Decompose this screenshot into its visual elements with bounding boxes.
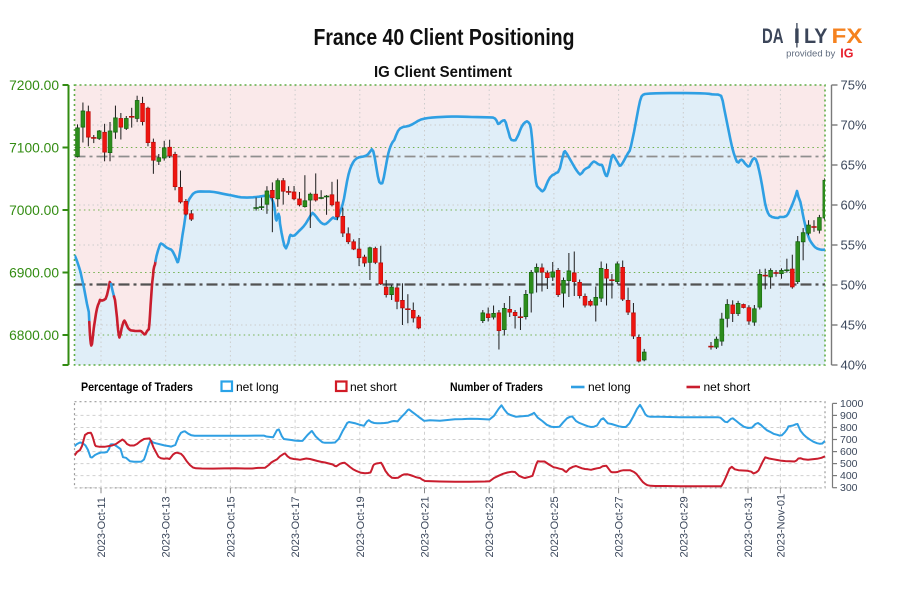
svg-text:50%: 50%: [841, 278, 867, 293]
svg-text:DA: DA: [762, 24, 784, 48]
svg-text:2023-Oct-19: 2023-Oct-19: [355, 496, 367, 557]
svg-text:75%: 75%: [841, 78, 867, 93]
svg-text:net long: net long: [236, 380, 279, 394]
svg-text:2023-Oct-27: 2023-Oct-27: [614, 496, 626, 557]
svg-text:500: 500: [840, 458, 858, 470]
svg-text:65%: 65%: [841, 158, 867, 173]
svg-text:net short: net short: [350, 380, 397, 394]
svg-text:600: 600: [840, 446, 858, 458]
svg-text:40%: 40%: [841, 358, 867, 373]
svg-text:2023-Oct-21: 2023-Oct-21: [420, 496, 432, 557]
svg-text:IG: IG: [840, 47, 853, 61]
svg-text:2023-Oct-13: 2023-Oct-13: [161, 496, 173, 557]
svg-text:2023-Oct-15: 2023-Oct-15: [225, 496, 237, 557]
svg-text:7200.00: 7200.00: [9, 78, 59, 93]
svg-text:800: 800: [840, 422, 858, 434]
svg-text:France 40 Client Positioning: France 40 Client Positioning: [314, 24, 575, 50]
svg-text:2023-Oct-11: 2023-Oct-11: [96, 497, 108, 557]
svg-text:70%: 70%: [841, 118, 867, 133]
svg-text:2023-Oct-17: 2023-Oct-17: [290, 496, 302, 557]
svg-text:2023-Oct-25: 2023-Oct-25: [549, 496, 561, 557]
svg-text:provided by: provided by: [786, 49, 835, 60]
svg-text:300: 300: [840, 482, 858, 494]
svg-text:FX: FX: [832, 24, 864, 48]
svg-text:2023-Oct-31: 2023-Oct-31: [743, 496, 755, 557]
svg-text:45%: 45%: [841, 318, 867, 333]
svg-text:2023-Nov-01: 2023-Nov-01: [775, 494, 787, 558]
svg-text:Number of Traders: Number of Traders: [450, 380, 543, 394]
svg-text:6800.00: 6800.00: [9, 328, 59, 343]
svg-text:7100.00: 7100.00: [9, 140, 59, 155]
svg-text:400: 400: [840, 470, 858, 482]
svg-text:LY: LY: [804, 24, 828, 48]
svg-text:Percentage of Traders: Percentage of Traders: [81, 380, 193, 394]
svg-text:1000: 1000: [840, 398, 864, 410]
svg-text:6900.00: 6900.00: [9, 265, 59, 280]
svg-text:7000.00: 7000.00: [9, 203, 59, 218]
svg-text:60%: 60%: [841, 198, 867, 213]
svg-text:700: 700: [840, 434, 858, 446]
svg-text:900: 900: [840, 410, 858, 422]
svg-text:net long: net long: [588, 380, 631, 394]
svg-text:net short: net short: [704, 380, 751, 394]
svg-text:2023-Oct-29: 2023-Oct-29: [678, 496, 690, 557]
svg-text:55%: 55%: [841, 238, 867, 253]
svg-text:2023-Oct-23: 2023-Oct-23: [484, 496, 496, 557]
svg-text:IG Client Sentiment: IG Client Sentiment: [374, 64, 513, 81]
